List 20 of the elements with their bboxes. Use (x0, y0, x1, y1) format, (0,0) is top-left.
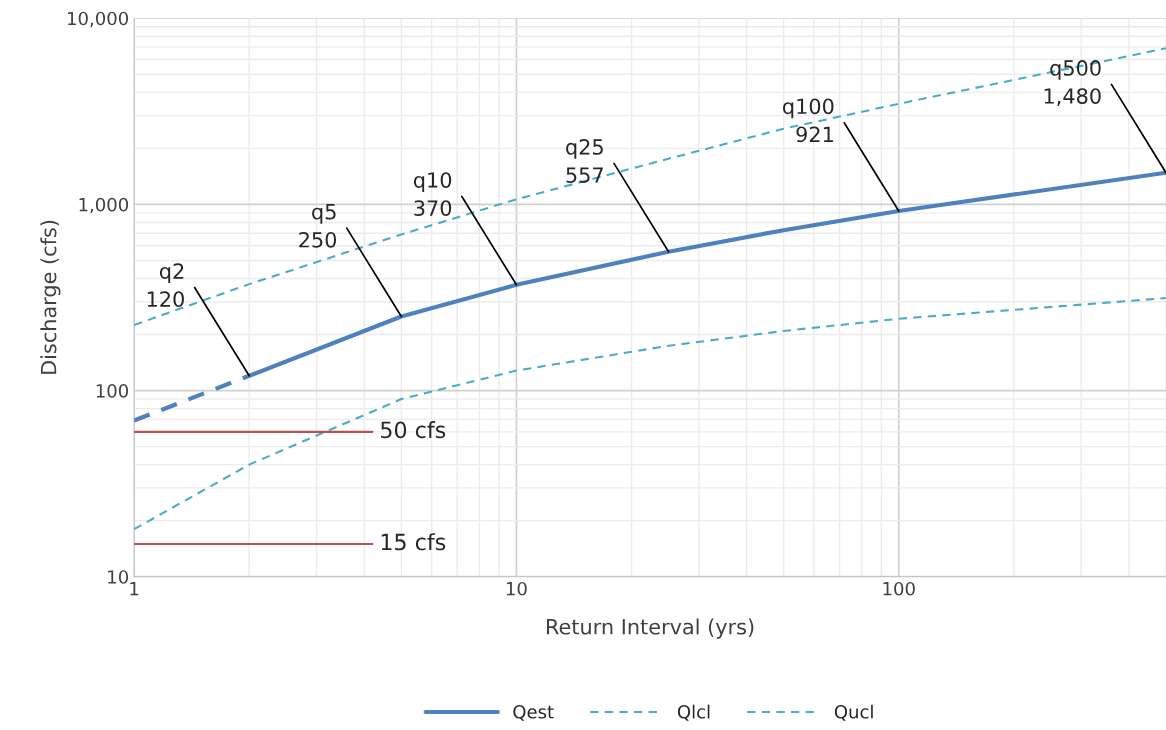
x-tick-label: 1 (130, 582, 139, 596)
y-tick-label: 1,000 (79, 197, 129, 214)
annotation: q500 1,480 (1044, 60, 1101, 107)
legend-label: Qucl (834, 704, 873, 721)
series-label: 50 cfs (381, 421, 446, 439)
x-tick-label: 10 (506, 581, 527, 596)
y-axis-title: Discharge (cfs) (40, 220, 61, 374)
annotation: q10 370 (413, 172, 452, 216)
annotation: q100 921 (783, 98, 834, 143)
series-label: 15 cfs (381, 533, 446, 551)
annotation: q25 557 (566, 139, 603, 183)
y-tick-label: 100 (96, 384, 129, 398)
y-tick-label: 10 (108, 570, 129, 584)
legend-label: Qest (513, 704, 554, 721)
x-axis-title: Return Interval (yrs) (547, 618, 754, 639)
annotation: q2 120 (147, 263, 184, 308)
legend-label: Qlcl (677, 704, 710, 721)
x-tick-label: 100 (883, 581, 915, 596)
annotation: q5 250 (299, 204, 337, 248)
y-tick-label: 10,000 (68, 11, 129, 28)
